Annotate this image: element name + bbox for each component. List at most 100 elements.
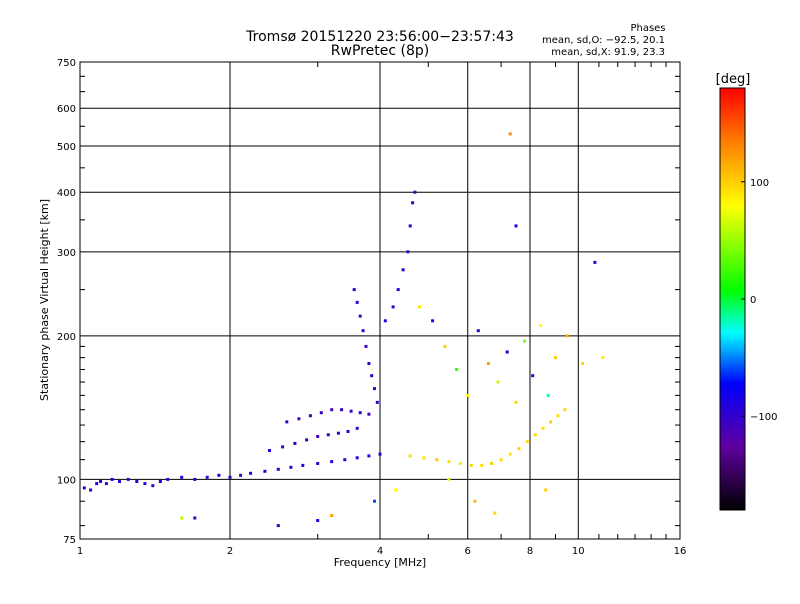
data-point (447, 477, 451, 481)
data-point (370, 374, 374, 378)
colorbar: [deg] 100 0 −100 (716, 72, 777, 511)
data-point (193, 516, 197, 520)
data-point (408, 454, 412, 458)
data-point (493, 511, 497, 515)
data-point (367, 362, 371, 365)
data-point (89, 488, 93, 492)
data-point (326, 433, 330, 437)
colorbar-ticks: 100 0 −100 (741, 178, 777, 423)
data-point (276, 467, 280, 471)
x-tick-label: 1 (77, 546, 83, 557)
data-point (447, 460, 451, 464)
data-point (330, 514, 334, 517)
y-tick-label: 750 (57, 58, 76, 69)
colorbar-gradient (719, 87, 746, 511)
phase-stats-x: mean, sd,X: 91.9, 23.3 (551, 47, 665, 58)
grid-lines (80, 62, 680, 539)
y-tick-label: 400 (57, 188, 76, 199)
data-point (401, 268, 405, 272)
x-tick-label: 6 (465, 546, 471, 557)
x-tick-label: 2 (227, 546, 233, 557)
data-point (301, 463, 305, 467)
data-point (293, 441, 297, 445)
x-axis-label: Frequency [MHz] (334, 556, 426, 569)
data-point (151, 484, 155, 488)
data-point (355, 300, 359, 304)
data-point (514, 400, 518, 404)
data-point (239, 473, 243, 477)
data-point (364, 344, 368, 348)
data-point (118, 480, 121, 483)
data-point (505, 350, 509, 354)
data-point (563, 408, 567, 412)
y-tick-label: 75 (63, 535, 76, 546)
y-tick-label: 500 (57, 142, 76, 153)
data-point (476, 329, 480, 333)
data-point (249, 471, 253, 475)
data-point (110, 477, 114, 481)
data-point (435, 458, 439, 462)
data-point (455, 368, 459, 371)
data-point (95, 482, 99, 486)
data-point (514, 224, 518, 228)
data-point (525, 440, 529, 444)
data-point (193, 477, 197, 481)
data-point (297, 417, 301, 421)
data-point (346, 430, 350, 433)
data-point (531, 374, 535, 378)
data-point (549, 420, 553, 424)
data-point (396, 288, 400, 292)
data-point (391, 305, 395, 309)
data-point (601, 356, 605, 360)
data-point (330, 460, 334, 464)
x-tick-label: 8 (527, 546, 533, 557)
data-point (316, 519, 320, 522)
data-point (556, 414, 560, 418)
colorbar-tick-label: −100 (750, 412, 777, 423)
data-point (367, 412, 371, 416)
data-point (355, 456, 359, 460)
data-point (340, 408, 344, 412)
data-point (268, 449, 271, 452)
data-point (508, 132, 512, 136)
data-point (517, 447, 521, 451)
data-point (135, 480, 139, 483)
data-point (82, 486, 86, 490)
data-point (533, 433, 537, 437)
data-point (352, 288, 356, 292)
data-point (431, 319, 435, 323)
data-point (308, 414, 312, 418)
data-point (343, 458, 347, 462)
data-point (458, 462, 462, 465)
data-point (316, 435, 320, 438)
data-points (82, 132, 605, 528)
data-point (554, 356, 557, 360)
data-point (358, 411, 362, 415)
data-point (408, 224, 412, 228)
data-point (546, 393, 550, 397)
data-point (180, 516, 184, 520)
data-point (316, 462, 320, 465)
colorbar-tick-label: 0 (750, 295, 756, 306)
y-tick-label: 200 (57, 332, 76, 343)
data-point (373, 499, 376, 503)
data-point (99, 480, 103, 483)
data-point (319, 411, 323, 415)
data-point (413, 190, 417, 194)
x-tick-label: 4 (377, 546, 383, 557)
data-point (205, 475, 209, 479)
data-point (469, 463, 473, 467)
data-point (228, 475, 232, 479)
data-point (378, 452, 382, 456)
data-point (406, 250, 410, 254)
data-point (443, 344, 447, 348)
data-point (166, 477, 170, 481)
data-point (276, 524, 280, 528)
data-point (355, 426, 359, 430)
data-point (285, 420, 289, 424)
data-point (358, 314, 362, 318)
x-tick-label: 10 (572, 546, 585, 557)
phase-stats-title: Phases (630, 23, 665, 34)
plot-frame (79, 61, 681, 540)
chart-subtitle: RwPretec (8p) (331, 43, 429, 59)
